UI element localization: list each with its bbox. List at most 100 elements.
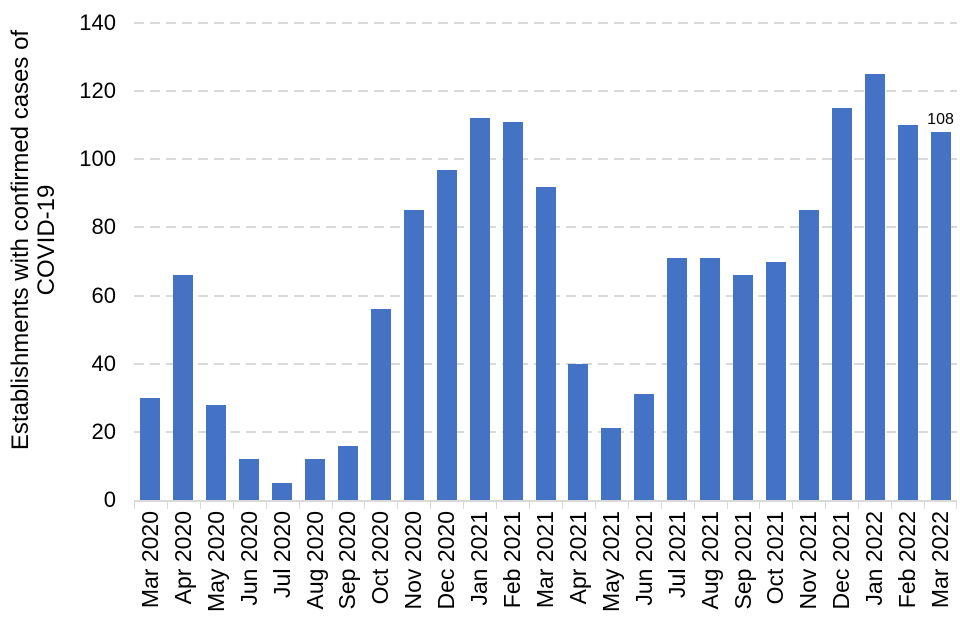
x-label-cell: May 2020 [200,511,233,636]
x-label-cell: Jun 2020 [233,511,266,636]
bar-cell-Aug 2021 [694,23,727,500]
x-axis-label-Dec 2020: Dec 2020 [433,511,460,610]
x-axis-label-Jul 2021: Jul 2021 [663,511,690,598]
x-tick-mark [891,502,892,509]
x-tick-mark [266,502,267,509]
bar-cell-May 2020 [200,23,233,500]
x-tick-mark [496,502,497,509]
x-label-cell: Oct 2021 [760,511,793,636]
x-label-cell: Mar 2022 [924,511,957,636]
x-label-cell: Sep 2021 [727,511,760,636]
bar-Sep 2021 [733,275,754,500]
x-label-cell: Nov 2021 [792,511,825,636]
bar-cell-Jul 2021 [661,23,694,500]
x-axis-line [134,500,957,502]
plot-area: 108 [134,22,957,502]
x-label-cell: Nov 2020 [397,511,430,636]
bars [134,23,957,500]
x-tick-mark [529,502,530,509]
x-axis-label-Nov 2021: Nov 2021 [795,511,822,610]
x-axis-label-Aug 2021: Aug 2021 [696,511,723,610]
y-tick-label-60: 60 [91,282,116,308]
x-label-cell: Feb 2022 [891,511,924,636]
x-axis-label-Sep 2020: Sep 2020 [334,511,361,610]
x-tick-mark [759,502,760,509]
y-tick-label-80: 80 [91,214,116,240]
x-tick-mark [956,502,957,509]
x-label-cell: Oct 2020 [364,511,397,636]
x-tick-mark [825,502,826,509]
x-axis-label-Mar 2021: Mar 2021 [532,511,559,609]
x-axis-label-Apr 2021: Apr 2021 [564,511,591,605]
x-tick-mark [727,502,728,509]
gridline-y-140 [134,22,957,24]
bar-Oct 2020 [370,309,391,500]
x-label-cell: Mar 2021 [529,511,562,636]
bar-cell-Feb 2021 [496,23,529,500]
bar-cell-Oct 2020 [364,23,397,500]
bar-cell-Jul 2020 [266,23,299,500]
x-label-cell: Apr 2021 [562,511,595,636]
x-axis-label-Feb 2022: Feb 2022 [894,511,921,609]
bar-Mar 2021 [535,186,556,500]
gridline-y-120 [134,90,957,93]
bar-cell-Aug 2020 [299,23,332,500]
x-axis-labels: Mar 2020 Apr 2020 May 2020 Jun 2020 Jul 2020… [134,511,957,636]
bar-cell-Dec 2021 [825,23,858,500]
bar-cell-Sep 2020 [332,23,365,500]
bar-cell-Apr 2021 [562,23,595,500]
bar-Sep 2020 [337,445,358,500]
bar-cell-Mar 2020 [134,23,167,500]
bar-cell-Nov 2021 [792,23,825,500]
x-tick-mark [924,502,925,509]
x-tick-mark [167,502,168,509]
bar-May 2021 [601,428,622,500]
bar-cell-Sep 2021 [727,23,760,500]
y-tick-label-40: 40 [91,350,116,376]
bar-May 2020 [206,404,227,500]
x-axis-label-Mar 2020: Mar 2020 [136,511,163,609]
last-bar-data-label: 108 [927,111,954,129]
x-label-cell: Jun 2021 [628,511,661,636]
x-axis-label-Jul 2020: Jul 2020 [268,511,295,598]
x-label-cell: Sep 2020 [332,511,365,636]
x-tick-mark [430,502,431,509]
x-label-cell: Jul 2020 [266,511,299,636]
y-tick-label-140: 140 [79,10,116,35]
x-axis-label-Apr 2020: Apr 2020 [169,511,196,605]
bar-Feb 2021 [502,121,523,500]
x-axis-label-Mar 2022: Mar 2022 [927,511,954,609]
bar-Oct 2021 [765,261,786,500]
bar-cell-Dec 2020 [430,23,463,500]
x-tick-mark [299,502,300,509]
x-tick-mark [364,502,365,509]
x-tick-mark [332,502,333,509]
bar-Apr 2020 [173,275,194,500]
bar-Jan 2022 [864,74,885,500]
x-axis-label-Aug 2020: Aug 2020 [301,511,328,610]
y-axis-tick-labels: 0 20 40 60 80 100 120 140 [0,0,116,640]
x-label-cell: Aug 2021 [694,511,727,636]
bar-cell-Mar 2021 [529,23,562,500]
x-tick-mark [792,502,793,509]
bar-Jan 2021 [469,118,490,500]
x-label-cell: Jul 2021 [661,511,694,636]
x-tick-mark [397,502,398,509]
x-label-cell: Dec 2020 [430,511,463,636]
bar-Nov 2021 [798,210,819,500]
x-axis-label-Feb 2021: Feb 2021 [499,511,526,609]
y-tick-label-20: 20 [91,418,116,444]
x-label-cell: May 2021 [595,511,628,636]
bar-Jun 2020 [239,459,260,500]
x-label-cell: Jan 2021 [463,511,496,636]
bar-cell-Jun 2020 [233,23,266,500]
bar-Dec 2020 [436,169,457,500]
x-label-cell: Jan 2022 [858,511,891,636]
x-axis-label-Sep 2021: Sep 2021 [729,511,756,610]
x-label-cell: Aug 2020 [299,511,332,636]
bar-cell-Jun 2021 [628,23,661,500]
x-tick-mark [134,502,135,509]
bar-Jul 2021 [667,258,688,500]
bar-cell-Jan 2021 [463,23,496,500]
